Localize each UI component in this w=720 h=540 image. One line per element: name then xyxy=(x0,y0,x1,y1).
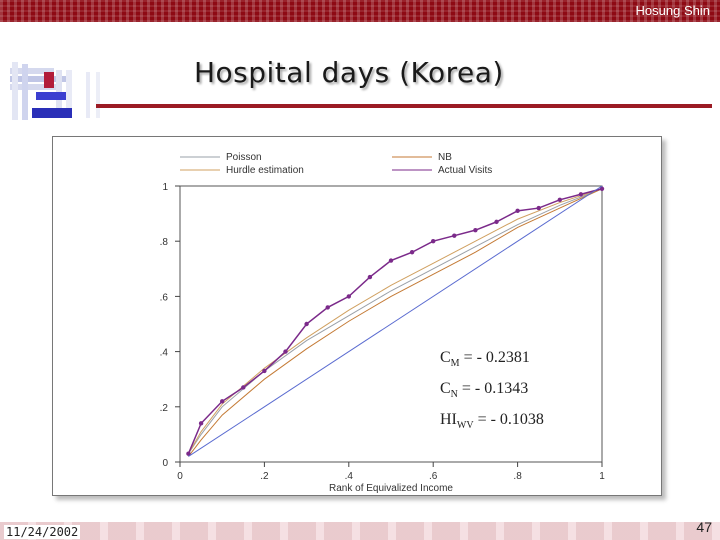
legend-entry: NB xyxy=(438,152,452,163)
x-tick-label: .4 xyxy=(345,471,354,482)
header-band xyxy=(0,0,720,22)
data-point xyxy=(220,399,225,404)
x-tick-label: .6 xyxy=(429,471,438,482)
data-point xyxy=(346,294,351,299)
y-tick-label: 1 xyxy=(162,182,168,193)
data-point xyxy=(578,192,584,197)
legend-entry: Actual Visits xyxy=(438,165,492,176)
decorative-bars-icon xyxy=(10,62,100,120)
y-tick-label: .2 xyxy=(160,403,169,414)
y-tick-label: .8 xyxy=(160,237,169,248)
x-tick-label: .2 xyxy=(260,471,269,482)
data-point xyxy=(536,205,541,211)
data-point xyxy=(452,233,457,238)
data-point xyxy=(304,321,309,327)
data-point xyxy=(557,197,562,202)
x-tick-label: 1 xyxy=(599,471,605,482)
data-point xyxy=(367,274,373,280)
x-tick-label: 0 xyxy=(177,471,183,482)
title-rule xyxy=(96,104,712,108)
footer-band xyxy=(0,522,720,540)
stat-cm: CM = - 0.2381 xyxy=(440,349,530,370)
data-point xyxy=(599,186,605,191)
data-point xyxy=(262,368,267,374)
author-name: Hosung Shin xyxy=(635,3,710,18)
stat-hi: HIWV = - 0.1038 xyxy=(440,411,544,432)
data-point xyxy=(494,219,499,225)
data-point xyxy=(473,227,478,233)
legend-entry: Poisson xyxy=(226,152,262,163)
slide-date: 11/24/2002 xyxy=(4,525,81,539)
page-number: 47 xyxy=(696,519,712,535)
data-point xyxy=(198,421,204,426)
data-point xyxy=(325,305,330,310)
series-line xyxy=(188,188,603,454)
x-tick-label: .8 xyxy=(513,471,522,482)
data-point xyxy=(409,250,415,255)
stat-cn: CN = - 0.1343 xyxy=(440,380,529,401)
data-point xyxy=(186,451,191,456)
series-line xyxy=(188,188,603,454)
data-point xyxy=(388,258,394,263)
data-point xyxy=(515,208,520,214)
slide-title: Hospital days (Korea) xyxy=(194,56,504,89)
y-tick-label: .4 xyxy=(160,348,169,359)
data-point xyxy=(431,239,436,244)
series-line xyxy=(188,185,603,457)
y-tick-label: .6 xyxy=(160,292,169,303)
stats-block: CM = - 0.2381 CN = - 0.1343 HIWV = - 0.1… xyxy=(440,345,544,439)
data-point xyxy=(283,349,288,354)
data-point xyxy=(241,385,246,390)
series-line xyxy=(188,188,603,457)
y-tick-label: 0 xyxy=(162,458,168,469)
legend-entry: Hurdle estimation xyxy=(226,165,304,176)
x-axis-label: Rank of Equivalized Income xyxy=(329,483,453,494)
